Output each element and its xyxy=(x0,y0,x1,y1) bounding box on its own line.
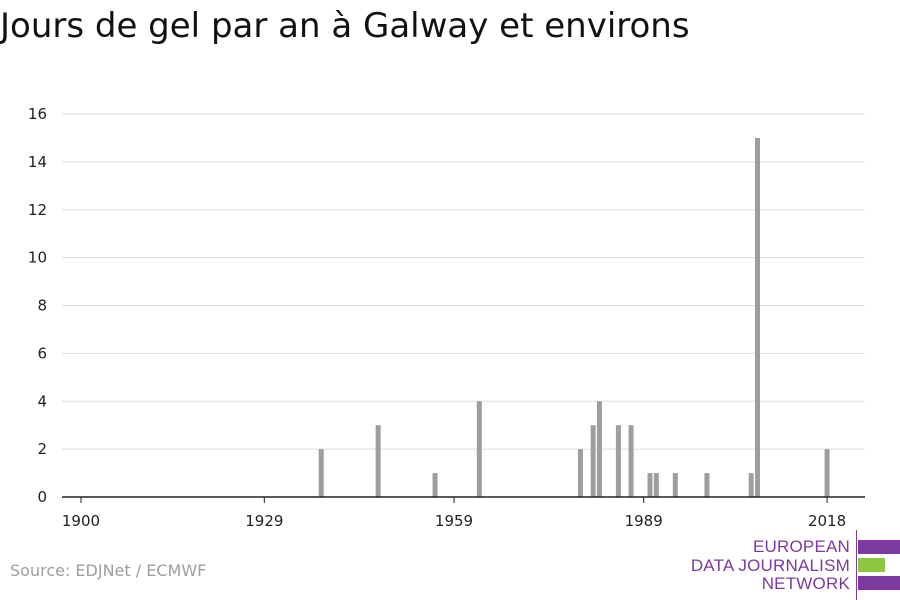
bar-2018 xyxy=(824,449,830,497)
bar-1999 xyxy=(704,473,710,497)
y-tick-label: 16 xyxy=(28,105,47,123)
bar-1985 xyxy=(615,425,621,497)
bar-1994 xyxy=(672,473,678,497)
x-tick-label: 1989 xyxy=(625,512,663,530)
bar-1979 xyxy=(577,449,583,497)
bar-1938 xyxy=(318,449,324,497)
bar-1956 xyxy=(432,473,438,497)
logo-bar-purple-top xyxy=(858,540,900,554)
bar-1981 xyxy=(590,425,596,497)
bar-2006 xyxy=(748,473,754,497)
logo-divider xyxy=(856,530,857,600)
logo-line-network: NETWORK xyxy=(761,574,850,593)
x-tick-label: 1929 xyxy=(245,512,283,530)
bar-1991 xyxy=(653,473,659,497)
x-tick-label: 2018 xyxy=(808,512,846,530)
y-tick-label: 6 xyxy=(37,344,47,362)
y-tick-label: 4 xyxy=(37,392,47,410)
logo-line-european: EUROPEAN xyxy=(752,537,850,556)
edjnet-logo: EUROPEAN DATA JOURNALISM NETWORK xyxy=(690,537,850,594)
bar-1990 xyxy=(647,473,653,497)
logo-bar-green xyxy=(858,558,885,572)
logo-line-data-journalism: DATA JOURNALISM xyxy=(690,555,850,575)
y-tick-label: 2 xyxy=(37,440,47,458)
chart-title: Jours de gel par an à Galway et environs xyxy=(0,6,690,46)
source-note: Source: EDJNet / ECMWF xyxy=(10,561,207,580)
y-tick-label: 12 xyxy=(28,201,47,219)
bar-1982 xyxy=(596,401,602,497)
x-axis xyxy=(62,496,865,503)
gridlines xyxy=(62,113,865,450)
x-tick-label: 1900 xyxy=(62,512,100,530)
bars xyxy=(318,137,830,497)
bar-1963 xyxy=(476,401,482,497)
x-tick-labels: 1900 1929 1959 1989 2018 xyxy=(62,512,846,530)
x-tick-label: 1959 xyxy=(435,512,473,530)
bar-1947 xyxy=(375,425,381,497)
bar-1987 xyxy=(628,425,634,497)
y-tick-label: 8 xyxy=(37,297,47,315)
bar-2007 xyxy=(755,137,761,497)
y-tick-label: 10 xyxy=(28,249,47,267)
y-tick-label: 0 xyxy=(37,488,47,506)
y-tick-label: 14 xyxy=(28,153,47,171)
y-tick-labels: 0 2 4 6 8 10 12 14 16 xyxy=(28,105,47,506)
logo-bar-purple-bottom xyxy=(858,576,900,590)
